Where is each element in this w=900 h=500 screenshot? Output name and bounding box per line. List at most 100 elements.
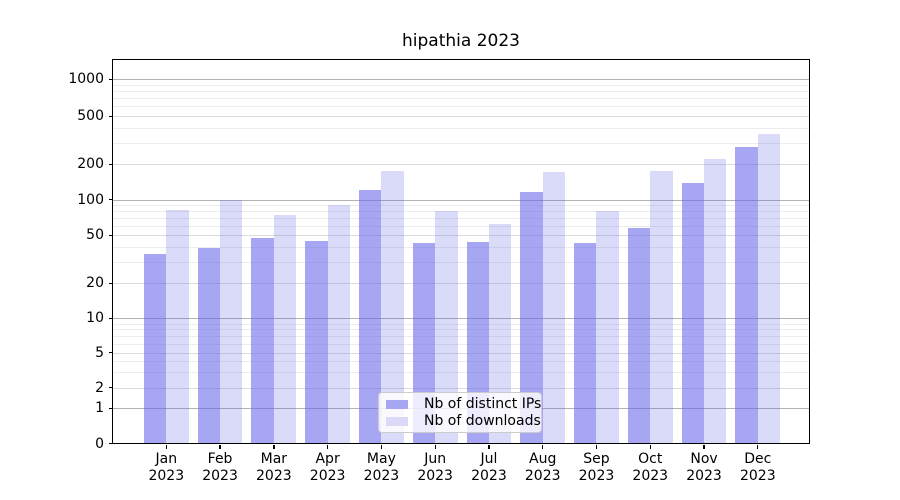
legend-label-downloads: Nb of downloads	[424, 413, 541, 429]
gridline-minor-3	[113, 372, 809, 374]
gridline-minor-800	[113, 91, 809, 93]
legend-entry-distinct-ips: Nb of distinct IPs	[386, 396, 541, 412]
y-tick-label-1000: 1000	[68, 71, 104, 88]
x-tick-label-jul-2023: Jul 2023	[471, 450, 507, 484]
gridline-minor-30	[113, 261, 809, 263]
bar-downloads-jul-2023	[488, 224, 512, 444]
bar-distinct-ips-mar-2023	[251, 238, 274, 444]
y-tick-label-100: 100	[77, 191, 104, 208]
x-tick-label-aug-2023: Aug 2023	[524, 450, 561, 484]
y-tick-label-0: 0	[95, 435, 104, 452]
gridline-major-100	[113, 199, 809, 201]
y-tick-mark-200	[108, 163, 113, 166]
legend-swatch-distinct-ips	[386, 399, 408, 409]
x-tick-label-may-2023: May 2023	[363, 450, 400, 484]
x-tick-label-oct-2023: Oct 2023	[632, 450, 669, 484]
legend-label-distinct-ips: Nb of distinct IPs	[424, 396, 542, 412]
bar-distinct-ips-oct-2023	[627, 228, 651, 444]
x-tick-label-mar-2023: Mar 2023	[256, 450, 292, 484]
gridline-mid-200	[113, 164, 809, 166]
x-tick-mark-may-2023	[380, 444, 383, 449]
gridline-mid-50	[113, 235, 809, 236]
chart-title: hipathia 2023	[402, 31, 520, 51]
gridline-minor-70	[113, 217, 809, 219]
bar-distinct-ips-jan-2023	[143, 253, 167, 444]
gridline-major-10	[113, 318, 809, 320]
bar-distinct-ips-aug-2023	[520, 192, 543, 444]
bar-downloads-dec-2023	[757, 133, 781, 444]
x-tick-label-jan-2023: Jan 2023	[148, 450, 185, 484]
legend-entry-downloads: Nb of downloads	[386, 413, 541, 429]
x-tick-label-dec-2023: Dec 2023	[739, 450, 776, 484]
x-tick-mark-dec-2023	[757, 444, 759, 449]
gridline-minor-8	[113, 329, 809, 331]
x-tick-mark-apr-2023	[327, 444, 329, 449]
gridline-mid-2	[113, 387, 809, 389]
bar-distinct-ips-apr-2023	[305, 240, 328, 444]
gridline-minor-90	[113, 205, 809, 207]
y-tick-label-500: 500	[77, 108, 104, 124]
bar-distinct-ips-feb-2023	[197, 248, 221, 444]
gridline-minor-7	[113, 336, 809, 337]
bar-downloads-jun-2023	[435, 211, 458, 444]
gridline-minor-4	[113, 361, 809, 363]
y-tick-label-5: 5	[95, 344, 104, 361]
y-tick-mark-5	[108, 352, 113, 354]
y-tick-label-50: 50	[86, 227, 104, 243]
x-tick-mark-jan-2023	[165, 444, 167, 449]
x-tick-mark-oct-2023	[649, 444, 651, 449]
y-tick-mark-2	[108, 387, 113, 389]
gridline-mid-5	[113, 352, 809, 354]
bar-downloads-feb-2023	[220, 199, 243, 444]
gridline-minor-700	[113, 98, 809, 100]
x-tick-mark-mar-2023	[273, 444, 275, 449]
bar-downloads-may-2023	[381, 171, 404, 444]
bar-distinct-ips-dec-2023	[735, 146, 758, 444]
gridline-minor-300	[113, 142, 809, 144]
gridline-major-1000	[113, 79, 809, 81]
bar-downloads-apr-2023	[327, 204, 350, 444]
bar-distinct-ips-sep-2023	[574, 242, 597, 444]
y-tick-mark-100	[108, 199, 113, 201]
x-tick-mark-nov-2023	[703, 444, 705, 449]
y-tick-label-1: 1	[95, 400, 104, 417]
y-tick-mark-500	[108, 115, 113, 117]
bar-downloads-mar-2023	[273, 215, 297, 444]
gridline-minor-6	[113, 343, 809, 345]
y-tick-mark-1	[108, 407, 113, 410]
gridline-mid-500	[113, 116, 809, 117]
x-tick-label-feb-2023: Feb 2023	[202, 450, 238, 484]
bar-distinct-ips-may-2023	[358, 189, 382, 444]
x-tick-label-apr-2023: Apr 2023	[309, 450, 346, 484]
legend: Nb of distinct IPs Nb of downloads	[378, 392, 542, 433]
x-tick-mark-jul-2023	[488, 444, 490, 449]
gridline-minor-80	[113, 211, 809, 213]
gridline-minor-9	[113, 323, 809, 325]
x-tick-label-jun-2023: Jun 2023	[417, 450, 453, 484]
x-tick-label-nov-2023: Nov 2023	[686, 450, 722, 484]
y-tick-label-20: 20	[86, 275, 104, 291]
gridline-minor-600	[113, 106, 809, 108]
bar-distinct-ips-nov-2023	[681, 182, 705, 444]
y-tick-mark-1000	[108, 78, 113, 81]
gridline-minor-60	[113, 225, 809, 227]
y-tick-label-200: 200	[77, 156, 104, 173]
gridline-minor-900	[113, 84, 809, 86]
y-tick-mark-20	[108, 282, 113, 284]
legend-swatch-downloads	[386, 416, 408, 426]
bar-downloads-aug-2023	[542, 172, 566, 444]
y-tick-mark-50	[108, 234, 113, 236]
x-tick-mark-aug-2023	[542, 444, 544, 449]
gridline-mid-20	[113, 283, 809, 284]
x-tick-mark-sep-2023	[595, 444, 598, 449]
x-tick-mark-jun-2023	[434, 444, 436, 449]
x-tick-mark-feb-2023	[219, 444, 221, 449]
bar-downloads-nov-2023	[704, 158, 727, 444]
y-tick-label-2: 2	[95, 379, 104, 396]
bar-downloads-sep-2023	[596, 211, 619, 444]
gridline-minor-400	[113, 127, 809, 129]
bar-downloads-oct-2023	[650, 171, 673, 444]
x-tick-label-sep-2023: Sep 2023	[578, 450, 615, 484]
y-tick-label-10: 10	[86, 310, 104, 327]
